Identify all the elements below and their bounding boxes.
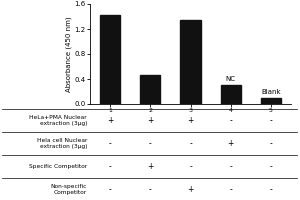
Text: Hela cell Nuclear
extraction (3µg): Hela cell Nuclear extraction (3µg) (37, 138, 87, 149)
Text: +: + (107, 116, 113, 125)
Text: -: - (269, 185, 272, 194)
Text: -: - (269, 162, 272, 171)
Text: Non-specific
Competitor: Non-specific Competitor (51, 184, 87, 195)
Text: Blank: Blank (261, 89, 281, 95)
Text: -: - (229, 116, 232, 125)
Y-axis label: Absorbance (450 nm): Absorbance (450 nm) (65, 16, 72, 92)
Text: -: - (229, 185, 232, 194)
Text: +: + (187, 116, 194, 125)
Text: -: - (149, 139, 152, 148)
Text: Specific Competitor: Specific Competitor (29, 164, 87, 169)
Text: -: - (229, 162, 232, 171)
Text: -: - (109, 139, 112, 148)
Text: -: - (109, 162, 112, 171)
Bar (140, 75, 160, 104)
Bar (181, 20, 200, 104)
Text: -: - (269, 116, 272, 125)
Text: -: - (269, 139, 272, 148)
Text: HeLa+PMA Nuclear
extraction (3µg): HeLa+PMA Nuclear extraction (3µg) (29, 115, 87, 126)
Bar (261, 98, 281, 104)
Text: +: + (147, 162, 154, 171)
Text: +: + (227, 139, 234, 148)
Bar (221, 85, 241, 104)
Text: +: + (147, 116, 154, 125)
Text: -: - (189, 162, 192, 171)
Text: -: - (189, 139, 192, 148)
Text: -: - (149, 185, 152, 194)
Text: +: + (187, 185, 194, 194)
Bar (100, 15, 120, 104)
Text: -: - (109, 185, 112, 194)
Text: NC: NC (226, 76, 236, 82)
